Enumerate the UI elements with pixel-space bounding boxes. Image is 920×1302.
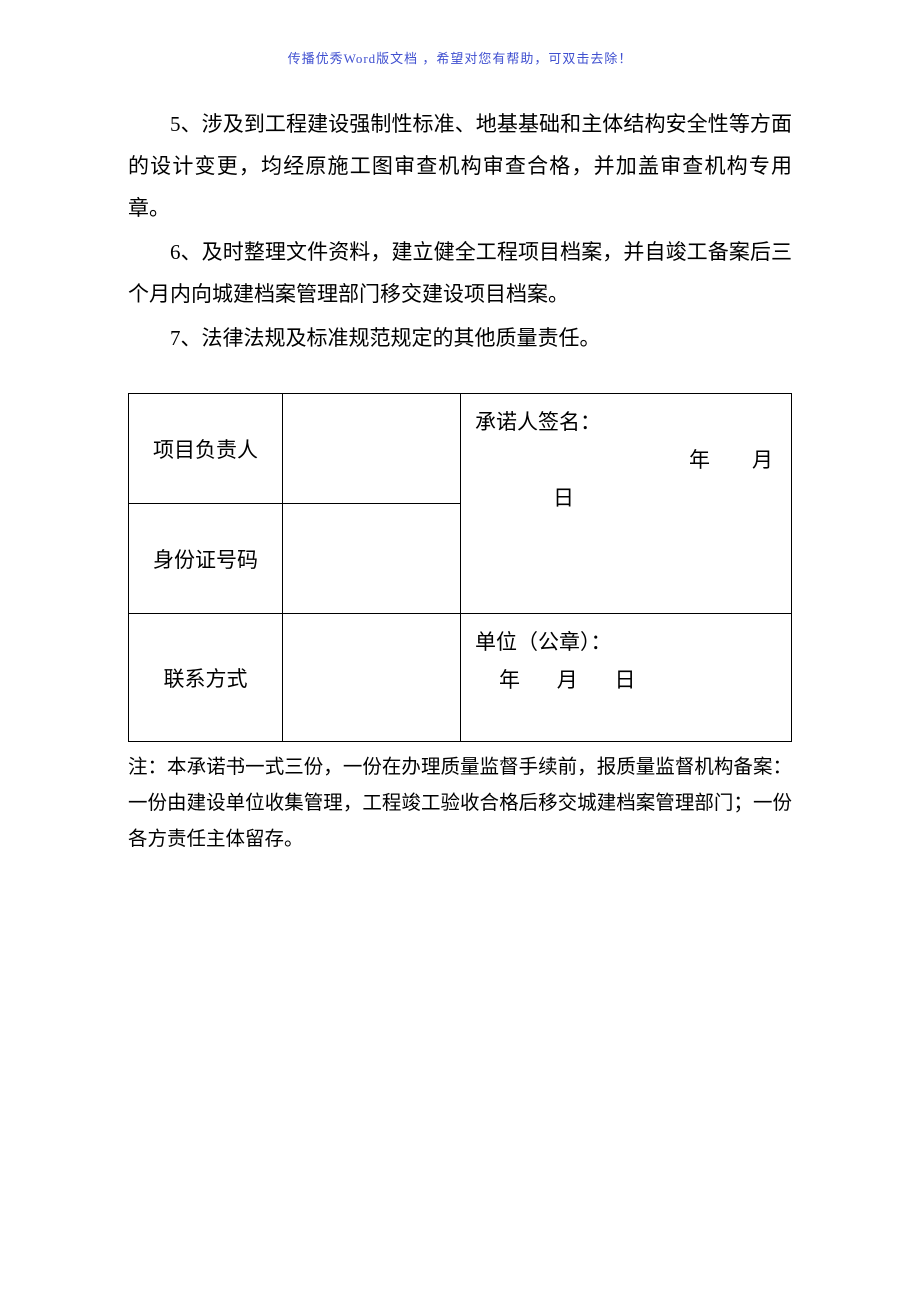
cell-unit-seal: 单位（公章）： 年 月 日 (461, 614, 792, 742)
paragraph-5: 5、涉及到工程建设强制性标准、地基基础和主体结构安全性等方面的设计变更，均经原施… (128, 103, 792, 229)
signature-year-month: 年 月 (475, 442, 777, 480)
paragraph-7: 7、法律法规及标准规范规定的其他质量责任。 (128, 317, 792, 359)
body-content: 5、涉及到工程建设强制性标准、地基基础和主体结构安全性等方面的设计变更，均经原施… (128, 103, 792, 359)
signature-day: 日 (475, 480, 777, 518)
cell-id-number-value (283, 504, 461, 614)
table-row: 项目负责人 承诺人签名： 年 月 日 (129, 394, 792, 504)
table-row: 联系方式 单位（公章）： 年 月 日 (129, 614, 792, 742)
document-page: 传播优秀Word版文档 ，希望对您有帮助，可双击去除！ 5、涉及到工程建设强制性… (0, 0, 920, 858)
cell-id-number-label: 身份证号码 (129, 504, 283, 614)
cell-promisor-signature: 承诺人签名： 年 月 日 (461, 394, 792, 614)
cell-project-leader-value (283, 394, 461, 504)
cell-project-leader-label: 项目负责人 (129, 394, 283, 504)
signature-label: 承诺人签名： (475, 404, 777, 442)
cell-contact-label: 联系方式 (129, 614, 283, 742)
seal-date: 年 月 日 (475, 662, 777, 700)
paragraph-6: 6、及时整理文件资料，建立健全工程项目档案，并自竣工备案后三个月内向城建档案管理… (128, 231, 792, 315)
cell-contact-value (283, 614, 461, 742)
signature-table: 项目负责人 承诺人签名： 年 月 日 身份证号码 联系方式 单位（公章）： 年 … (128, 393, 792, 742)
seal-label: 单位（公章）： (475, 624, 777, 662)
header-notice: 传播优秀Word版文档 ，希望对您有帮助，可双击去除！ (128, 48, 792, 67)
footnote: 注：本承诺书一式三份，一份在办理质量监督手续前，报质量监督机构备案：一份由建设单… (128, 750, 792, 858)
